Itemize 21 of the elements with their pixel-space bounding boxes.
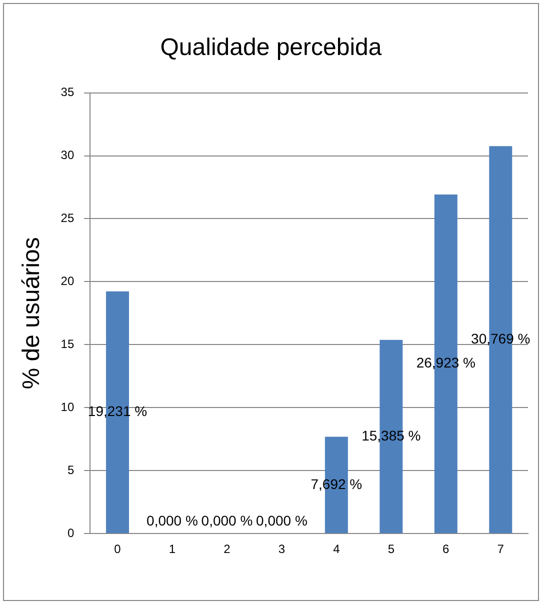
x-tick-label: 0: [114, 542, 122, 556]
y-tick-label: 10: [60, 400, 74, 414]
x-tick-label: 3: [278, 542, 286, 556]
y-axis-title: % de usuários: [18, 237, 46, 390]
y-tick-label: 0: [67, 526, 74, 540]
x-tick-label: 1: [168, 542, 176, 556]
y-tick-label: 25: [60, 211, 74, 226]
y-tick-label: 20: [60, 274, 74, 288]
y-tick-label: 15: [60, 337, 74, 351]
x-tick-label: 5: [388, 542, 395, 556]
data-label: 0,000 %: [146, 512, 198, 528]
y-tick-label: 35: [60, 85, 74, 100]
x-tick-label: 2: [224, 542, 231, 556]
data-label: 0,000 %: [256, 512, 308, 528]
y-tick-label: 30: [60, 148, 74, 162]
x-tick-label: 4: [333, 542, 340, 556]
chart-title: Qualidade percebida: [160, 34, 382, 62]
data-label: 0,000 %: [201, 512, 253, 528]
y-tick-label: 5: [67, 462, 74, 477]
x-tick-label: 7: [497, 542, 504, 556]
x-tick-label: 6: [442, 542, 450, 556]
